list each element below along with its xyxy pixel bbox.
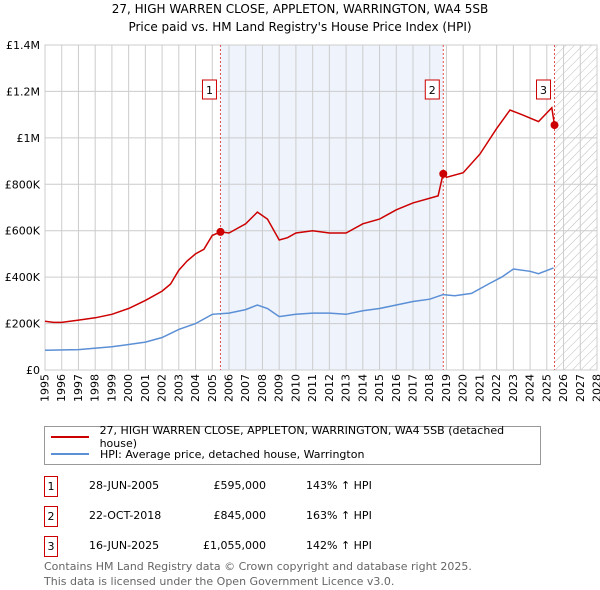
x-tick-label: 2015 xyxy=(373,374,386,402)
sale-date: 28-JUN-2005 xyxy=(89,479,160,492)
hpi-line xyxy=(44,267,554,352)
x-tick-label: 2004 xyxy=(189,374,202,402)
x-tick-label: 2025 xyxy=(540,374,553,402)
y-tick-label: £800K xyxy=(5,178,41,191)
legend: 27, HIGH WARREN CLOSE, APPLETON, WARRING… xyxy=(44,424,541,465)
footer-copyright: Contains HM Land Registry data © Crown c… xyxy=(44,560,472,573)
sale-row: 2 22-OCT-2018 £845,000 163% ↑ HPI xyxy=(44,506,444,527)
sale-label: 3 xyxy=(540,84,547,97)
x-tick-label: 2013 xyxy=(340,374,353,402)
x-tick-label: 2012 xyxy=(323,374,336,402)
sale-price: £1,055,000 xyxy=(203,539,266,552)
plot-border xyxy=(44,44,598,371)
x-tick-label: 1999 xyxy=(105,374,118,402)
sale-price: £595,000 xyxy=(213,479,267,492)
sale-point xyxy=(550,121,559,130)
y-tick-label: £1M xyxy=(17,132,41,145)
x-tick-label: 2019 xyxy=(440,374,453,402)
x-tick-label: 2028 xyxy=(591,374,600,402)
sale-row: 1 28-JUN-2005 £595,000 143% ↑ HPI xyxy=(44,476,444,497)
y-tick-label: £0 xyxy=(26,364,40,377)
x-tick-label: 2005 xyxy=(206,374,219,402)
x-tick-label: 2009 xyxy=(273,374,286,402)
shaded-ownership-period xyxy=(220,45,444,370)
x-tick-label: 1995 xyxy=(39,374,52,402)
legend-label-hpi: HPI: Average price, detached house, Warr… xyxy=(100,447,365,461)
sale-date: 22-OCT-2018 xyxy=(89,509,162,522)
sale-price: £845,000 xyxy=(213,509,267,522)
sale-label-box xyxy=(536,79,552,100)
x-tick-label: 2008 xyxy=(256,374,269,402)
x-tick-label: 2021 xyxy=(473,374,486,402)
chart-title: 27, HIGH WARREN CLOSE, APPLETON, WARRING… xyxy=(111,2,489,16)
x-tick-label: 2001 xyxy=(139,374,152,402)
x-tick-label: 2018 xyxy=(423,374,436,402)
hatched-future-region xyxy=(554,45,597,370)
legend-swatch-property xyxy=(51,436,89,438)
sale-hpi-change: 143% ↑ HPI xyxy=(306,479,372,492)
x-tick-label: 2017 xyxy=(407,374,420,402)
x-tick-label: 2000 xyxy=(122,374,135,402)
sale-marker-badge: 2 xyxy=(44,506,58,527)
y-tick-label: £600K xyxy=(5,225,41,238)
sale-label-box xyxy=(424,79,440,100)
property-price-line xyxy=(44,106,556,324)
x-tick-label: 2022 xyxy=(490,374,503,402)
x-tick-label: 2006 xyxy=(223,374,236,402)
x-tick-label: 1997 xyxy=(72,374,85,402)
sale-point xyxy=(439,169,448,178)
plot-area: 1995 1996 1997 1998 1999 2000 2001 2002 2003 2004… xyxy=(5,39,600,402)
x-tick-label: 2020 xyxy=(457,374,470,402)
x-tick-label: 2023 xyxy=(507,374,520,402)
x-tick-label: 2024 xyxy=(524,374,537,402)
sale-point xyxy=(216,227,225,236)
x-tick-label: 2002 xyxy=(156,374,169,402)
y-tick-label: £200K xyxy=(5,318,41,331)
y-tick-label: £1.2M xyxy=(6,85,40,98)
y-tick-label: £1.4M xyxy=(6,39,40,52)
sale-marker-badge: 3 xyxy=(44,536,58,557)
footer-licence: This data is licensed under the Open Gov… xyxy=(44,575,395,588)
chart-subtitle: Price paid vs. HM Land Registry's House … xyxy=(128,20,472,34)
sale-hpi-change: 142% ↑ HPI xyxy=(306,539,372,552)
x-tick-label: 1998 xyxy=(89,374,102,402)
x-tick-label: 2011 xyxy=(306,374,319,402)
x-tick-label: 1996 xyxy=(55,374,68,402)
sale-date: 16-JUN-2025 xyxy=(89,539,160,552)
x-tick-label: 2016 xyxy=(390,374,403,402)
sale-marker-badge: 1 xyxy=(44,476,58,497)
x-tick-label: 2003 xyxy=(172,374,185,402)
x-tick-label: 2026 xyxy=(557,374,570,402)
x-tick-label: 2010 xyxy=(289,374,302,402)
legend-label-property: 27, HIGH WARREN CLOSE, APPLETON, WARRING… xyxy=(99,424,505,450)
sale-label: 2 xyxy=(429,84,436,97)
x-tick-label: 2007 xyxy=(239,374,252,402)
y-tick-label: £400K xyxy=(5,271,41,284)
sale-label: 1 xyxy=(206,84,213,97)
sale-hpi-change: 163% ↑ HPI xyxy=(306,509,372,522)
sale-label-box xyxy=(201,79,217,100)
x-tick-label: 2027 xyxy=(574,374,587,402)
legend-swatch-hpi xyxy=(51,453,89,455)
x-tick-label: 2014 xyxy=(356,374,369,402)
sale-row: 3 16-JUN-2025 £1,055,000 142% ↑ HPI xyxy=(44,536,444,557)
